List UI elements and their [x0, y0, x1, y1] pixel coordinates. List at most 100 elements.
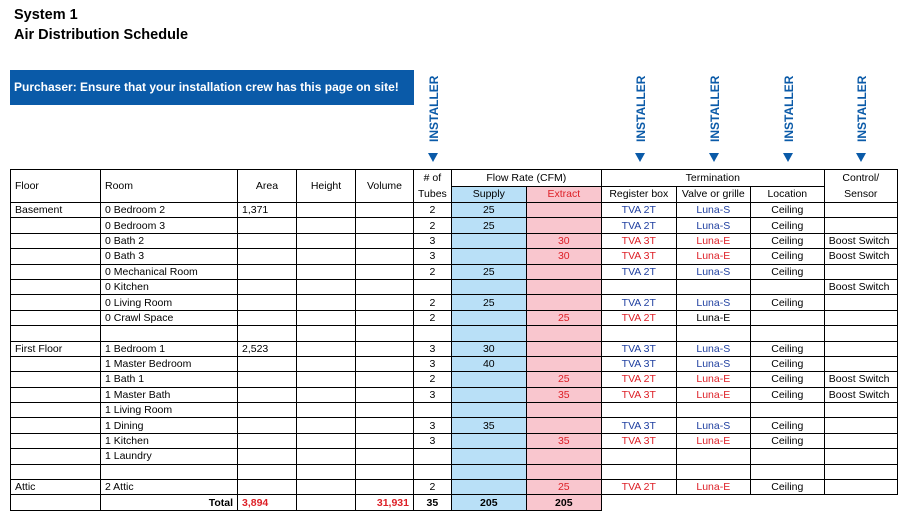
volume-cell — [355, 432, 414, 450]
supply-cell — [450, 278, 527, 296]
room-cell: 0 Bath 2 — [100, 232, 238, 250]
area-cell — [237, 309, 297, 327]
volume-cell — [355, 448, 414, 465]
tubes-cell: 3 — [413, 432, 452, 450]
tubes-cell — [413, 448, 452, 465]
height-cell — [296, 232, 356, 250]
area-cell: 1,371 — [237, 201, 297, 219]
control-cell — [823, 432, 898, 450]
area-cell — [237, 448, 297, 465]
control-cell — [823, 325, 898, 342]
control-cell: Boost Switch — [823, 386, 898, 404]
extract-cell — [525, 402, 602, 419]
col-valve: Valve or grille — [675, 185, 751, 203]
height-cell — [296, 217, 356, 234]
floor-cell — [10, 386, 101, 404]
tubes-cell: 2 — [413, 217, 452, 234]
location-cell — [749, 278, 825, 296]
room-cell: 1 Bedroom 1 — [100, 340, 238, 357]
floor-cell — [10, 417, 101, 434]
extract-cell — [525, 325, 602, 342]
room-cell: 2 Attic — [100, 479, 238, 496]
room-cell: 0 Kitchen — [100, 278, 238, 296]
supply-cell: 25 — [450, 217, 527, 234]
register-box-cell: TVA 3T — [600, 232, 677, 250]
supply-cell — [450, 448, 527, 465]
totals-label: Total — [100, 494, 238, 511]
register-box-cell: TVA 2T — [600, 294, 677, 311]
control-cell — [823, 217, 898, 234]
supply-cell — [450, 248, 527, 265]
room-cell: 1 Bath 1 — [100, 371, 238, 388]
valve-cell: Luna-S — [675, 294, 751, 311]
table-row: Basement 0 Bedroom 2 1,371 2 25 TVA 2T Luna-S C… — [10, 201, 898, 219]
supply-cell — [450, 402, 527, 419]
extract-cell — [525, 463, 602, 481]
location-cell: Ceiling — [749, 417, 825, 434]
control-cell — [823, 479, 898, 496]
supply-cell — [450, 232, 527, 250]
valve-cell: Luna-S — [675, 217, 751, 234]
col-floor: Floor — [10, 169, 101, 203]
valve-cell — [675, 448, 751, 465]
supply-cell — [450, 325, 527, 342]
floor-cell — [10, 263, 101, 280]
totals-padding — [601, 495, 897, 510]
table-row: 1 Master Bedroom 3 40 TVA 3T Luna-S Ceiling — [10, 355, 898, 373]
supply-cell: 25 — [450, 263, 527, 280]
col-tubes-line1: # of — [413, 169, 452, 186]
valve-cell: Luna-E — [675, 248, 751, 265]
location-cell: Ceiling — [749, 248, 825, 265]
floor-cell — [10, 463, 101, 481]
control-cell: Boost Switch — [823, 278, 898, 296]
control-cell — [823, 463, 898, 481]
totals-row: Total 3,894 31,931 35 205 205 — [10, 494, 898, 511]
installer-label-text: INSTALLER — [782, 75, 796, 142]
register-box-cell: TVA 3T — [600, 355, 677, 373]
room-cell: 0 Crawl Space — [100, 309, 238, 327]
height-cell — [296, 325, 356, 342]
volume-cell — [355, 340, 414, 357]
room-cell: 1 Living Room — [100, 402, 238, 419]
valve-cell — [675, 402, 751, 419]
totals-volume: 31,931 — [355, 494, 414, 511]
room-cell: 1 Kitchen — [100, 432, 238, 450]
register-box-cell: TVA 3T — [600, 386, 677, 404]
floor-cell — [10, 355, 101, 373]
valve-cell: Luna-E — [675, 432, 751, 450]
control-cell — [823, 417, 898, 434]
tubes-cell — [413, 278, 452, 296]
floor-cell — [10, 248, 101, 265]
register-box-cell: TVA 3T — [600, 340, 677, 357]
extract-cell — [525, 355, 602, 373]
control-cell: Boost Switch — [823, 371, 898, 388]
location-cell: Ceiling — [749, 386, 825, 404]
page-title: System 1 — [14, 7, 78, 23]
table-row: 0 Kitchen Boost Switch — [10, 278, 898, 296]
tubes-cell: 3 — [413, 417, 452, 434]
height-cell — [296, 340, 356, 357]
room-cell: 0 Bedroom 3 — [100, 217, 238, 234]
extract-cell — [525, 340, 602, 357]
installer-label-text: INSTALLER — [634, 75, 648, 142]
header-row-2: Tubes Supply Extract Register box Valve … — [11, 185, 898, 203]
tubes-cell: 3 — [413, 340, 452, 357]
height-cell — [296, 432, 356, 450]
area-cell — [237, 355, 297, 373]
tubes-cell: 2 — [413, 263, 452, 280]
supply-cell: 25 — [450, 201, 527, 219]
table-row: 0 Bedroom 3 2 25 TVA 2T Luna-S Ceiling — [10, 217, 898, 234]
installer-label-tubes: INSTALLER — [425, 72, 443, 162]
supply-cell: 30 — [450, 340, 527, 357]
location-cell — [749, 325, 825, 342]
volume-cell — [355, 201, 414, 219]
control-cell — [823, 294, 898, 311]
floor-cell: First Floor — [10, 340, 101, 357]
register-box-cell: TVA 2T — [600, 201, 677, 219]
tubes-cell: 2 — [413, 479, 452, 496]
floor-cell: Attic — [10, 479, 101, 496]
supply-cell — [450, 386, 527, 404]
valve-cell: Luna-S — [675, 263, 751, 280]
table-row: 0 Bath 3 3 30 TVA 3T Luna-E Ceiling Boost Swit… — [10, 248, 898, 265]
totals-area: 3,894 — [237, 494, 297, 511]
